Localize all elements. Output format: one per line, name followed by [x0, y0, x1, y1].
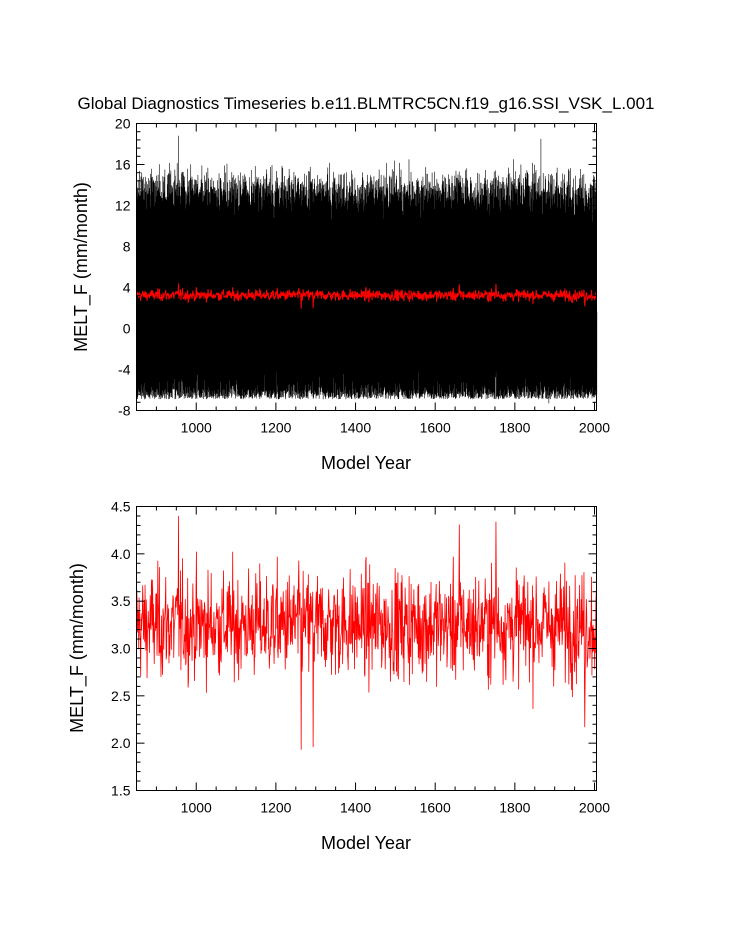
bottom-x-tick-label: 1400 [340, 800, 371, 816]
top-x-tick-label: 1200 [260, 420, 291, 436]
bottom-y-tick-label: 2.5 [111, 688, 131, 704]
top-y-tick-label: 4 [123, 280, 131, 296]
top-y-tick-label: 8 [123, 239, 131, 255]
top-y-tick-label: 20 [115, 116, 131, 132]
top-y-tick-label: 12 [115, 198, 131, 214]
top-x-tick-label: 1600 [420, 420, 451, 436]
bottom-y-tick-label: 1.5 [111, 783, 131, 799]
bottom-ticks: 1000 1200 1400 1600 1800 2000 1.5 2.0 2.5 3.0 3.5 4… [111, 499, 610, 816]
bottom-series-group [136, 515, 598, 750]
top-y-axis-label: MELT_F (mm/month) [71, 182, 92, 352]
figure-title: Global Diagnostics Timeseries b.e11.BLMT… [77, 94, 654, 113]
bottom-y-tick-label: 4.5 [111, 499, 131, 515]
bottom-y-tick-label: 2.0 [111, 735, 131, 751]
top-x-tick-label: 1400 [340, 420, 371, 436]
top-plot-frame [136, 123, 597, 411]
bottom-x-tick-label: 1600 [420, 800, 451, 816]
top-x-axis-label: Model Year [321, 453, 411, 473]
bottom-x-axis-label: Model Year [321, 833, 411, 853]
bottom-x-tick-label: 1000 [181, 800, 212, 816]
top-y-tick-label: -8 [118, 403, 131, 419]
top-series-group [136, 135, 598, 404]
top-x-tick-label: 1800 [499, 420, 530, 436]
top-y-tick-label: 16 [115, 157, 131, 173]
bottom-annual-mean-series-line [136, 515, 598, 750]
bottom-y-tick-label: 3.0 [111, 641, 131, 657]
bottom-x-tick-label: 1200 [260, 800, 291, 816]
bottom-x-tick-label: 2000 [579, 800, 610, 816]
top-x-tick-label: 1000 [181, 420, 212, 436]
bottom-y-tick-label: 4.0 [111, 546, 131, 562]
bottom-panel: 1000 1200 1400 1600 1800 2000 1.5 2.0 2.5 3.0 3.5 4… [67, 499, 610, 854]
top-annual-mean-series-line [136, 283, 598, 309]
bottom-y-axis-label: MELT_F (mm/month) [67, 563, 88, 733]
top-panel: 1000 1200 1400 1600 1800 2000 -8 -4 0 4 8 12 16 20 Mo… [71, 116, 610, 474]
top-x-tick-label: 2000 [579, 420, 610, 436]
top-y-tick-label: -4 [118, 362, 131, 378]
top-y-tick-label: 0 [123, 321, 131, 337]
top-ticks: 1000 1200 1400 1600 1800 2000 -8 -4 0 4 8 12 16 20 [115, 116, 610, 436]
bottom-y-tick-label: 3.5 [111, 593, 131, 609]
top-monthly-series-line [136, 135, 598, 404]
bottom-x-tick-label: 1800 [499, 800, 530, 816]
